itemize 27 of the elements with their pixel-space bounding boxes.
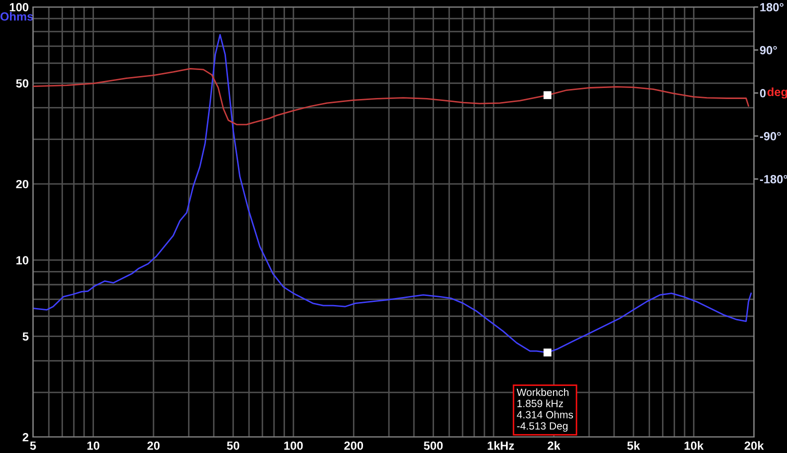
y-tick-label: 5 bbox=[22, 332, 29, 341]
y-axis-title: Ohms bbox=[0, 12, 33, 21]
y-tick-label: 2 bbox=[22, 433, 28, 442]
x-tick-label: 10 bbox=[87, 441, 100, 450]
y-tick-label: 100 bbox=[10, 3, 28, 12]
y2-tick-label: 90° bbox=[760, 46, 777, 54]
x-tick-label: 50 bbox=[226, 441, 240, 450]
x-tick-label: 1k bbox=[488, 441, 500, 450]
y2-tick-label: -90° bbox=[760, 132, 781, 140]
y2-axis-title: deg bbox=[767, 87, 787, 99]
x-tick-label: 100 bbox=[284, 441, 303, 450]
x-tick-label: 5k bbox=[627, 441, 640, 450]
x-tick-label: 20 bbox=[147, 441, 160, 450]
x-tick-label: 2k bbox=[548, 441, 560, 450]
y-tick-label: 20 bbox=[16, 180, 28, 188]
y-tick-label: 50 bbox=[16, 79, 28, 88]
x-tick-label: 5 bbox=[30, 442, 36, 450]
x-tick-label: 500 bbox=[424, 441, 443, 450]
annotation: Workbench 1.859 kHz 4.314 Ohms -4.513 Deg bbox=[516, 388, 573, 432]
y2-tick-label: 180° bbox=[760, 3, 784, 12]
x-tick-label: 10k bbox=[684, 441, 704, 450]
x-axis-title: Hz bbox=[500, 442, 514, 450]
y2-tick-label: 0 bbox=[760, 89, 766, 98]
x-tick-label: 200 bbox=[344, 441, 364, 450]
y2-tick-label: -180° bbox=[760, 175, 787, 184]
y-tick-label: 10 bbox=[16, 256, 28, 264]
x-tick-label: 20k bbox=[744, 441, 764, 450]
